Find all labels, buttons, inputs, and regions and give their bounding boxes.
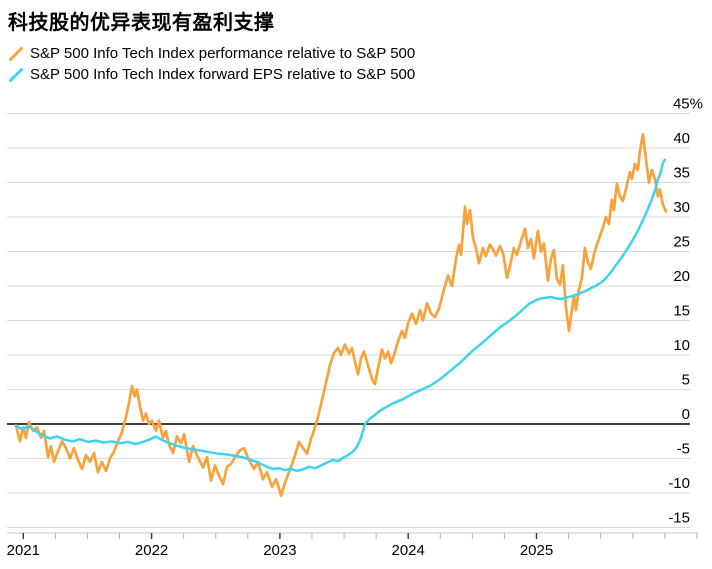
orange-slash-line bbox=[9, 46, 23, 61]
legend-label-performance: S&P 500 Info Tech Index performance rela… bbox=[30, 45, 416, 62]
y-axis-tick-label: 15 bbox=[673, 303, 690, 320]
y-axis-tick-label: -15 bbox=[668, 510, 690, 527]
cyan-slash-line bbox=[9, 67, 23, 82]
x-axis-year-label: 2022 bbox=[135, 542, 168, 559]
y-axis-tick-label: 20 bbox=[673, 268, 690, 285]
y-axis-tick-label: 35 bbox=[673, 165, 690, 182]
y-axis-tick-label: 10 bbox=[673, 337, 690, 354]
x-axis-year-label: 2024 bbox=[392, 542, 425, 559]
y-axis-tick-label: 30 bbox=[673, 199, 690, 216]
y-axis-tick-label: -10 bbox=[668, 475, 690, 492]
chart-title: 科技股的优异表现有盈利支撑 bbox=[8, 12, 275, 34]
legend-item-eps: S&P 500 Info Tech Index forward EPS rela… bbox=[8, 64, 415, 85]
y-axis-tick-label: 25 bbox=[673, 234, 690, 251]
cyan-slash-icon bbox=[9, 67, 23, 82]
series-line-performance bbox=[14, 132, 668, 498]
y-axis-tick-label: 5 bbox=[682, 372, 690, 389]
x-axis-year-label: 2025 bbox=[520, 542, 553, 559]
series-line-eps bbox=[14, 158, 667, 473]
x-axis-year-label: 2021 bbox=[7, 542, 40, 559]
legend-label-eps: S&P 500 Info Tech Index forward EPS rela… bbox=[30, 66, 416, 83]
y-axis-tick-label: 0 bbox=[682, 406, 690, 423]
legend-item-performance: S&P 500 Info Tech Index performance rela… bbox=[8, 43, 415, 64]
y-axis-tick-label: 40 bbox=[673, 130, 690, 147]
x-axis-year-label: 2023 bbox=[263, 542, 296, 559]
chart-legend: S&P 500 Info Tech Index performance rela… bbox=[8, 43, 415, 85]
orange-slash-icon bbox=[9, 46, 23, 61]
y-axis-tick-label: -5 bbox=[677, 441, 690, 458]
y-axis-tick-label: 45% bbox=[673, 96, 703, 113]
